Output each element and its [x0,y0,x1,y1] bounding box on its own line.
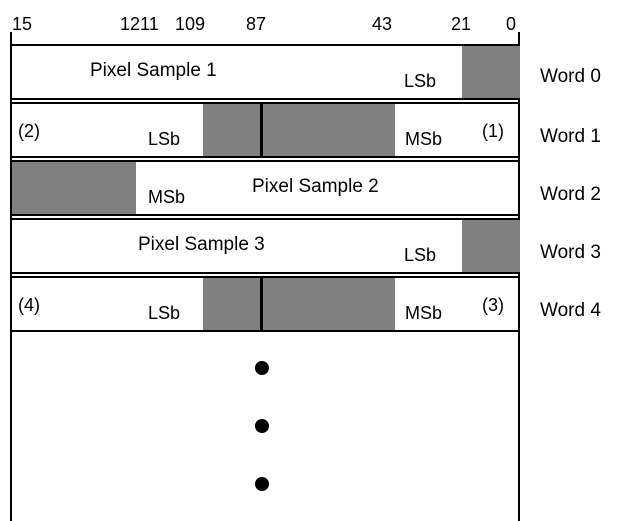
word-4-row: (4) LSb MSb (3) [10,276,520,332]
word-1-lsb-label: LSb [148,129,181,149]
pixel-sample-1-label: Pixel Sample 1 [90,60,217,81]
word-1-row: (2) LSb MSb (1) [10,102,520,158]
bit-label-2-1: 21 [451,14,472,34]
bit-label-4-3: 43 [372,14,393,34]
word-4-note-3: (3) [482,295,504,315]
pixel-sample-2-label: Pixel Sample 2 [252,176,379,197]
word-3-row: Pixel Sample 3 LSb [10,218,520,274]
word-4-lsb-label: LSb [148,303,181,323]
bit-label-8-7: 87 [246,14,267,34]
word-4-note-4: (4) [18,295,40,315]
continuation-dot-2 [255,419,269,433]
bit-label-10-9: 109 [175,14,206,34]
word-3-shaded-bits [462,220,520,272]
word-1-msb-label: MSb [405,129,443,149]
word-0-label: Word 0 [540,66,601,87]
word-4-label: Word 4 [540,300,601,321]
word-3-label: Word 3 [540,242,601,263]
word-2-label: Word 2 [540,184,601,205]
continuation-dot-1 [255,361,269,375]
pixel-sample-3-label: Pixel Sample 3 [138,234,265,255]
word-2-shaded-bits [12,162,136,214]
word-0-lsb-label: LSb [404,71,437,91]
word-1-label: Word 1 [540,126,601,147]
word-0-shaded-bits [462,46,520,98]
bit-label-0: 0 [506,14,517,34]
word-1-divider [260,104,263,156]
word-1-shaded-bits [203,104,395,156]
bit-label-15: 15 [12,14,33,34]
word-1-note-2: (2) [18,121,40,141]
continuation-dot-3 [255,477,269,491]
word-4-divider [260,278,263,330]
bit-label-12-11: 1211 [120,14,159,34]
word-2-row: MSb Pixel Sample 2 [10,160,520,216]
word-4-msb-label: MSb [405,303,443,323]
word-3-lsb-label: LSb [404,245,437,265]
word-2-msb-label: MSb [148,187,186,207]
word-1-note-1: (1) [482,121,504,141]
word-0-row: Pixel Sample 1 LSb [10,44,520,100]
word-4-shaded-bits [203,278,395,330]
